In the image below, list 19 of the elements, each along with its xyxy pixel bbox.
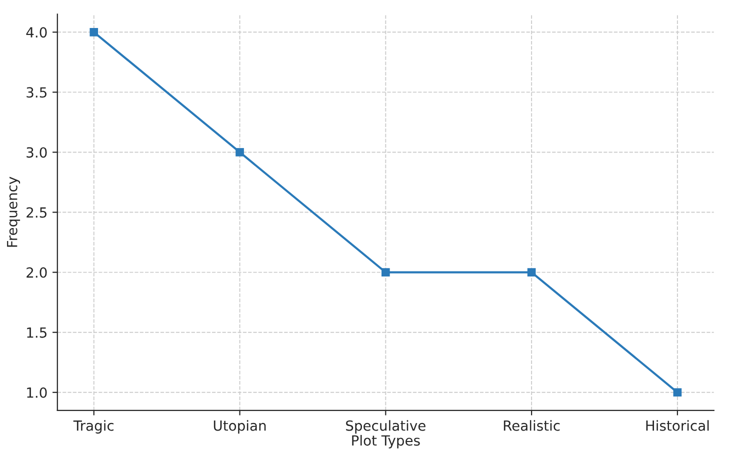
- x-tick-label: Realistic: [504, 420, 560, 431]
- y-tick-label: 4.0: [26, 27, 47, 38]
- y-tick-label: 1.5: [27, 328, 46, 338]
- point: [90, 28, 98, 36]
- point: [527, 268, 536, 276]
- point: [673, 388, 682, 397]
- point: [236, 148, 244, 156]
- y-axis-title: Frequency: [7, 176, 20, 247]
- x-tick-label: Speculative: [346, 420, 426, 434]
- y-tick-label: 1.0: [27, 387, 47, 398]
- y-tick-label: 2.5: [26, 207, 46, 218]
- x-axis-title: Plot Types: [352, 434, 420, 448]
- x-tick-label: Tragic: [73, 420, 114, 434]
- point: [381, 268, 390, 276]
- x-tick-label: Utopian: [214, 420, 266, 434]
- y-tick-label: 2.0: [26, 267, 47, 278]
- x-tick-label: Historical: [646, 420, 709, 431]
- y-tick-label: 3.5: [26, 87, 46, 98]
- y-tick-label: 3.0: [26, 147, 47, 158]
